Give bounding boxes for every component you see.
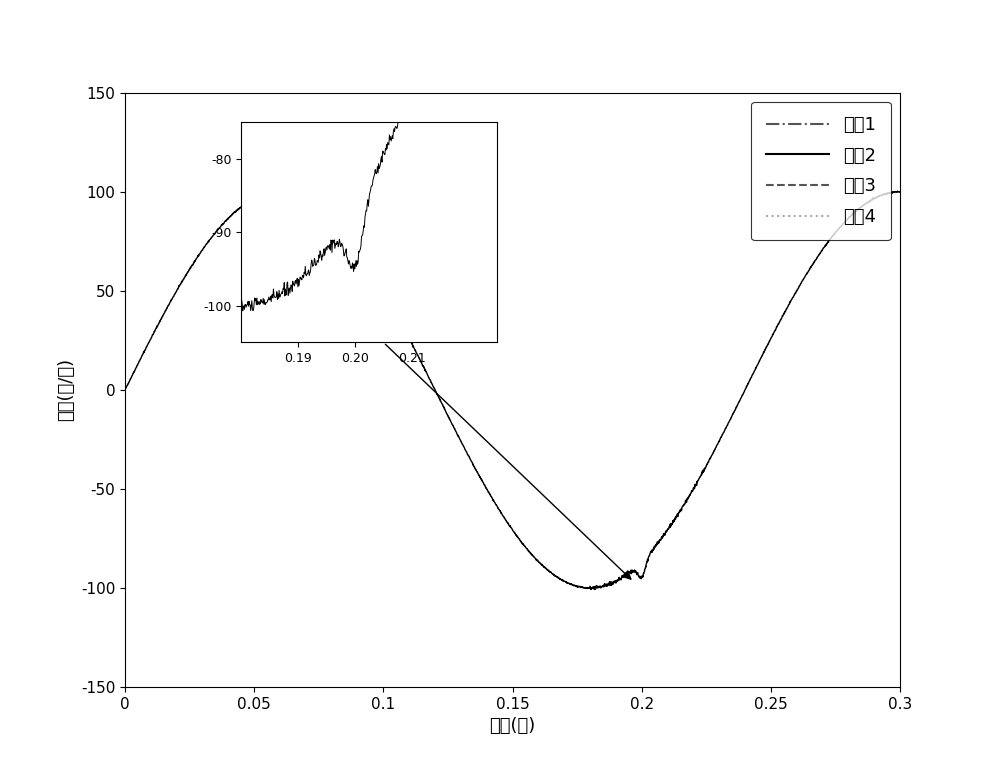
- X-axis label: 时间(秒): 时间(秒): [489, 717, 536, 736]
- Legend: 电机1, 电机2, 电机3, 电机4: 电机1, 电机2, 电机3, 电机4: [751, 102, 891, 240]
- Y-axis label: 速度(转/分): 速度(转/分): [57, 358, 75, 422]
